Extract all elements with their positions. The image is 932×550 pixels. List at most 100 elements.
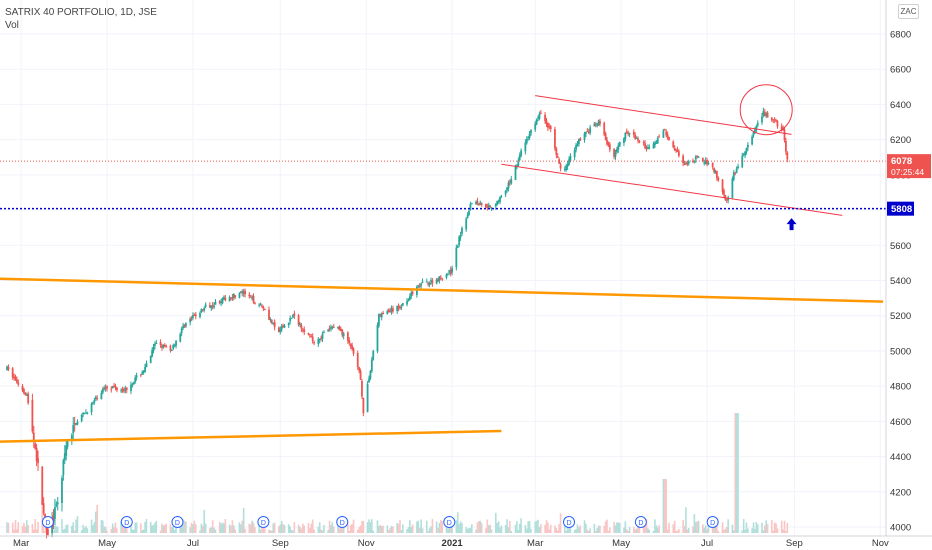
volume-bar [241,520,244,533]
up-arrow-icon [786,218,797,231]
price-tick-label: 6200 [890,135,911,146]
candle-body [192,315,194,318]
volume-bar [762,530,765,533]
dividend-marker-label: D [45,520,50,527]
volume-bar [80,530,83,533]
volume-bar [259,529,262,533]
candle-body [120,390,123,392]
candle-body [569,155,572,161]
candle-body [159,342,162,345]
candle-body [73,422,76,424]
candle-body [655,141,658,144]
volume-bar [400,530,403,533]
candle-body [244,290,246,295]
candle-body [565,165,568,171]
volume-bar [321,530,324,533]
candle-body [617,145,620,150]
candle-body [13,376,15,379]
dividend-marker-label: D [710,520,715,527]
candle-body [110,388,113,390]
volume-bar [756,524,759,533]
volume-bar [44,530,46,533]
candle-body [290,317,293,319]
volume-bar [693,514,696,533]
volume-bar [520,518,522,533]
candle-body [721,179,724,192]
volume-bar [327,529,329,533]
volume-bar [441,521,444,533]
candle-body [72,424,75,434]
candle-body [369,370,372,379]
candle-body [516,165,518,167]
volume-bar [328,520,331,533]
candle-body [476,200,479,203]
volume-bar [289,526,291,533]
currency-toggle-button[interactable]: ZAC [898,4,919,19]
candle-body [677,151,680,156]
volume-bar [193,520,196,533]
volume-bar [231,520,234,533]
candle-body [17,382,20,385]
volume-bar [82,524,84,533]
candle-body [62,460,65,476]
candle-body [338,326,341,331]
candle-body [687,161,690,164]
volume-bar [389,527,391,533]
volume-bar [93,522,96,533]
candle-body [303,329,306,333]
volume-bar [721,522,724,533]
candle-body [549,125,552,130]
volume-bar [33,529,35,533]
candle-body [144,366,146,373]
candle-body [637,138,639,141]
candle-body [446,274,449,276]
candle-body [556,156,559,158]
candle-body [420,283,423,286]
candle-body [706,159,708,165]
candle-body [576,144,579,146]
candle-body [563,168,566,170]
volume-bar [517,529,520,533]
candle-body [82,412,84,415]
candle-body [214,301,217,305]
volume-bar [21,525,24,533]
candle-body [339,328,342,332]
candle-body [583,133,586,140]
candle-body [431,280,434,284]
candle-body [594,123,597,125]
candle-body [218,301,221,304]
bar-countdown-label: 07:25:44 [891,167,924,177]
candle-body [342,333,345,337]
time-tick-label: May [98,538,116,549]
volume-bar [183,520,186,533]
candle-body [496,201,499,205]
volume-bar [425,520,428,533]
volume-bar [752,522,755,533]
dividend-marker-icon [706,516,719,528]
candle-body [308,334,311,336]
volume-bar [211,520,214,533]
volume-bar [430,526,432,533]
candle-body [666,134,669,138]
volume-bar [37,521,39,533]
candle-body [323,332,325,334]
candle-body [735,168,738,173]
volume-bar [192,524,194,533]
volume-bar [655,525,658,533]
candle-body [328,328,331,330]
volume-bar [506,519,508,533]
volume-bar [707,520,710,533]
candle-body [317,339,320,345]
volume-bar [290,529,293,533]
candle-body [351,345,354,349]
candle-body [685,162,687,165]
candle-body [782,128,784,131]
volume-bar [287,524,290,533]
candle-body [201,309,204,311]
volume-bar [410,527,413,533]
candle-body [362,397,365,414]
candle-body [425,281,428,283]
candle-body [103,387,106,390]
candle-body [90,403,93,413]
